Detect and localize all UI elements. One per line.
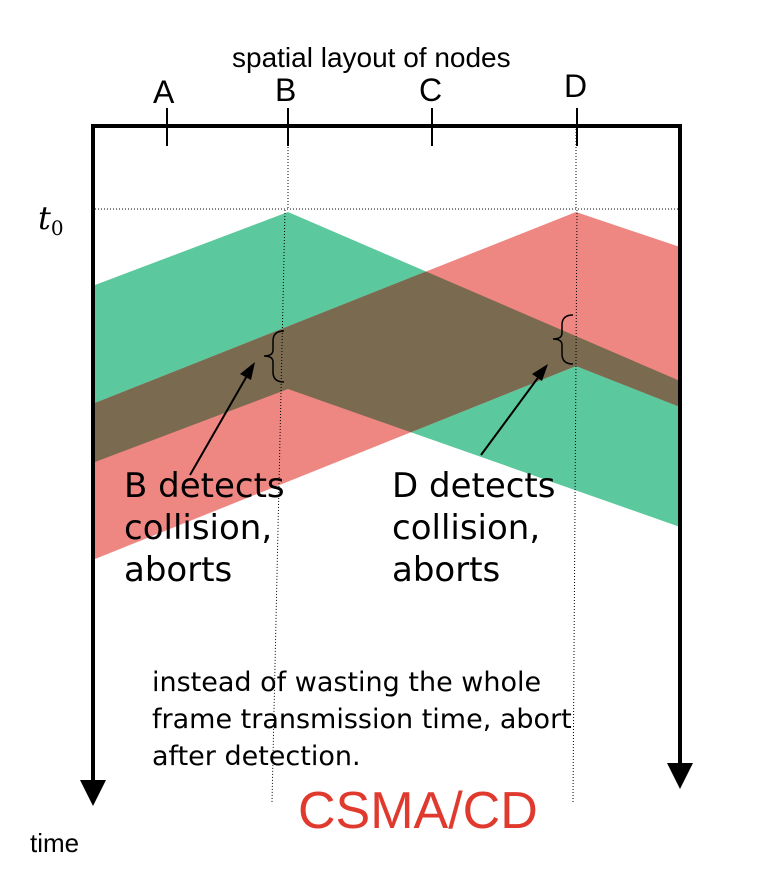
explanation-text: instead of wasting the whole frame trans…: [152, 667, 572, 772]
node-label-b: B: [275, 72, 297, 108]
node-label-a: A: [153, 74, 175, 110]
time-axis-label: time: [30, 828, 80, 858]
brace-icon: [263, 330, 285, 383]
b-detects-annotation: B detects collision, aborts: [124, 466, 285, 590]
down-arrow-icon: [667, 763, 693, 789]
t0-label: t0: [38, 200, 64, 246]
b-pointer-line: [189, 373, 249, 476]
d-detects-annotation: D detects collision, aborts: [392, 466, 556, 590]
diagram-title: spatial layout of nodes: [232, 42, 511, 73]
brace-icon: [552, 314, 574, 365]
down-arrow-icon: [80, 780, 106, 806]
t0-symbol: t: [38, 199, 51, 237]
node-label-c: C: [419, 72, 443, 108]
d-pointer-arrowhead: [532, 364, 548, 381]
node-label-d: D: [564, 68, 588, 104]
t0-subscript: 0: [50, 216, 64, 240]
b-pointer-arrowhead: [240, 362, 255, 380]
protocol-label: CSMA/CD: [298, 782, 538, 840]
d-pointer-line: [480, 374, 541, 456]
